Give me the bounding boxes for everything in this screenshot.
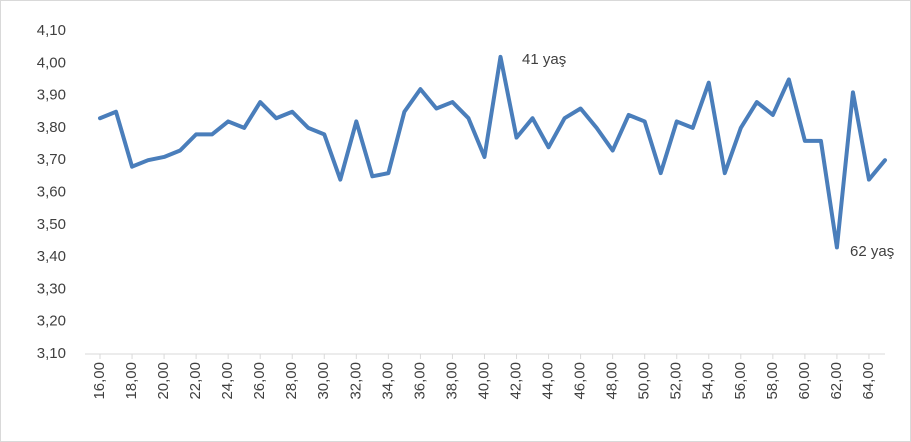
x-tick-label: 18,00 [123,362,140,400]
y-tick-label: 3,90 [37,87,66,104]
x-tick-label: 32,00 [347,362,364,400]
data-line [98,54,887,250]
x-tick-label: 46,00 [572,362,589,400]
y-tick-label: 3,70 [37,151,66,168]
annotation: 62 yaş [850,243,894,260]
x-tick-label: 44,00 [540,362,557,400]
x-tick-label: 24,00 [219,362,236,400]
x-tick-label: 28,00 [283,362,300,400]
x-tick-label: 22,00 [187,362,204,400]
x-tick-label: 26,00 [251,362,268,400]
x-tick-label: 38,00 [443,362,460,400]
x-tick-label: 36,00 [411,362,428,400]
x-tick-label: 30,00 [315,362,332,400]
x-tick-label: 60,00 [796,362,813,400]
x-tick-label: 34,00 [379,362,396,400]
y-tick-label: 3,30 [37,280,66,297]
y-tick-label: 3,80 [37,119,66,136]
x-tick-label: 52,00 [668,362,685,400]
x-tick-label: 58,00 [764,362,781,400]
x-tick-label: 56,00 [732,362,749,400]
x-tick-label: 20,00 [155,362,172,400]
x-tick-label: 48,00 [604,362,621,400]
y-tick-label: 3,10 [37,345,66,362]
y-tick-label: 4,00 [37,54,66,71]
y-tick-label: 3,40 [37,248,66,265]
y-tick-label: 3,20 [37,313,66,330]
x-tick-label: 54,00 [700,362,717,400]
y-tick-label: 4,10 [37,22,66,39]
x-tick-label: 16,00 [91,362,108,400]
x-tick-label: 64,00 [860,362,877,400]
x-tick-label: 50,00 [636,362,653,400]
x-tick-label: 40,00 [475,362,492,400]
x-tick-label: 62,00 [828,362,845,400]
x-tick-label: 42,00 [507,362,524,400]
annotation: 41 yaş [522,51,566,68]
y-tick-label: 3,50 [37,216,66,233]
y-tick-label: 3,60 [37,183,66,200]
